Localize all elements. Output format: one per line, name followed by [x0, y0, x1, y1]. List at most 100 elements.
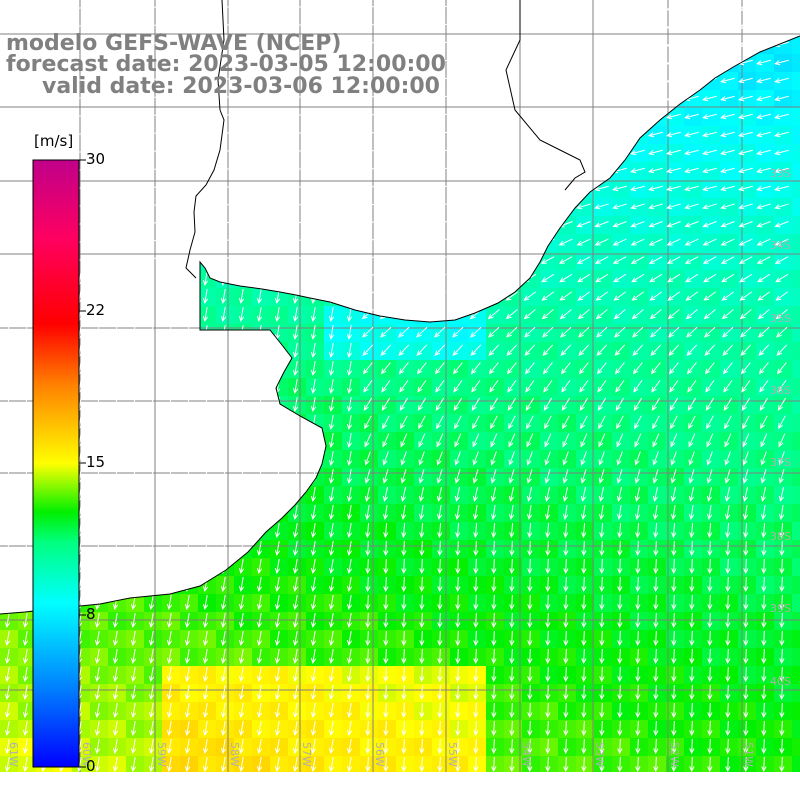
wind-cell [0, 630, 19, 649]
wind-arrow [108, 221, 123, 228]
wind-cell [486, 540, 505, 559]
wind-cell [648, 504, 667, 523]
wind-cell [288, 720, 307, 739]
wind-cell [648, 594, 667, 613]
wind-cell [684, 720, 703, 739]
wind-cell [540, 270, 559, 289]
wind-arrow [612, 59, 627, 66]
wind-cell [270, 702, 289, 721]
wind-cell [486, 738, 505, 757]
wind-arrow [324, 149, 339, 156]
wind-arrow [666, 149, 681, 156]
wind-cell [522, 576, 541, 595]
wind-cell [594, 648, 613, 667]
wind-cell [504, 594, 523, 613]
wind-cell [0, 738, 19, 757]
wind-cell [396, 666, 415, 685]
wind-cell [756, 306, 775, 325]
wind-arrow [198, 113, 213, 120]
wind-cell [270, 594, 289, 613]
wind-cell [792, 738, 800, 757]
wind-arrow [306, 167, 321, 174]
wind-arrow [126, 149, 141, 156]
wind-cell [738, 594, 757, 613]
wind-cell [576, 414, 595, 433]
wind-cell [756, 432, 775, 451]
wind-arrow [720, 167, 735, 174]
wind-cell [594, 630, 613, 649]
wind-cell [666, 612, 685, 631]
wind-cell [108, 756, 127, 772]
wind-arrow [126, 167, 141, 174]
wind-arrow [252, 149, 267, 156]
wind-arrow [666, 113, 681, 120]
wind-cell [594, 558, 613, 577]
wind-cell [18, 756, 37, 772]
wind-cell [738, 90, 757, 109]
wind-cell [558, 684, 577, 703]
wind-arrow [702, 113, 717, 120]
wind-cell [738, 144, 757, 163]
wind-cell [720, 648, 739, 667]
wind-arrow [126, 95, 141, 102]
wind-cell [342, 666, 361, 685]
wind-cell [378, 342, 397, 361]
wind-arrow [468, 185, 483, 192]
wind-arrow [162, 77, 177, 84]
wind-cell [468, 360, 487, 379]
wind-cell [756, 612, 775, 631]
wind-arrow [414, 95, 429, 102]
lat-label: 35S [770, 312, 791, 325]
wind-cell [738, 702, 757, 721]
wind-cell [594, 450, 613, 469]
wind-cell [18, 720, 37, 739]
wind-arrow [198, 131, 213, 138]
wind-cell [612, 180, 631, 199]
wind-cell [792, 72, 800, 91]
wind-cell [558, 504, 577, 523]
wind-arrow [522, 203, 537, 210]
wind-cell [432, 612, 451, 631]
wind-arrow [414, 5, 429, 12]
wind-cell [342, 342, 361, 361]
wind-arrow [594, 59, 609, 66]
wind-cell [342, 558, 361, 577]
wind-cell [324, 756, 343, 772]
wind-cell [702, 522, 721, 541]
wind-arrow [414, 185, 429, 192]
wind-cell [666, 630, 685, 649]
wind-arrow [18, 221, 33, 228]
wind-cell [468, 630, 487, 649]
wind-arrow [756, 167, 771, 174]
wind-arrow [576, 23, 591, 30]
wind-cell [504, 360, 523, 379]
wind-cell [738, 558, 757, 577]
wind-cell [648, 324, 667, 343]
wind-cell [396, 702, 415, 721]
wind-arrow [198, 77, 213, 84]
wind-cell [612, 450, 631, 469]
lon-label: 51W [742, 742, 755, 767]
wind-cell [360, 558, 379, 577]
wind-cell [558, 324, 577, 343]
wind-cell [756, 126, 775, 145]
wind-cell [576, 504, 595, 523]
wind-cell [288, 306, 307, 325]
wind-cell [198, 648, 217, 667]
wind-cell [306, 630, 325, 649]
wind-cell [414, 396, 433, 415]
wind-arrow [108, 113, 123, 120]
colorbar [32, 159, 80, 768]
wind-cell [612, 270, 631, 289]
wind-arrow [54, 5, 69, 12]
wind-cell [450, 540, 469, 559]
wind-cell [576, 612, 595, 631]
wind-arrow [612, 149, 627, 156]
wind-cell [396, 558, 415, 577]
wind-cell [486, 450, 505, 469]
wind-cell [306, 648, 325, 667]
wind-cell [360, 576, 379, 595]
wind-cell [252, 612, 271, 631]
wind-cell [504, 612, 523, 631]
wind-arrow [576, 131, 591, 138]
